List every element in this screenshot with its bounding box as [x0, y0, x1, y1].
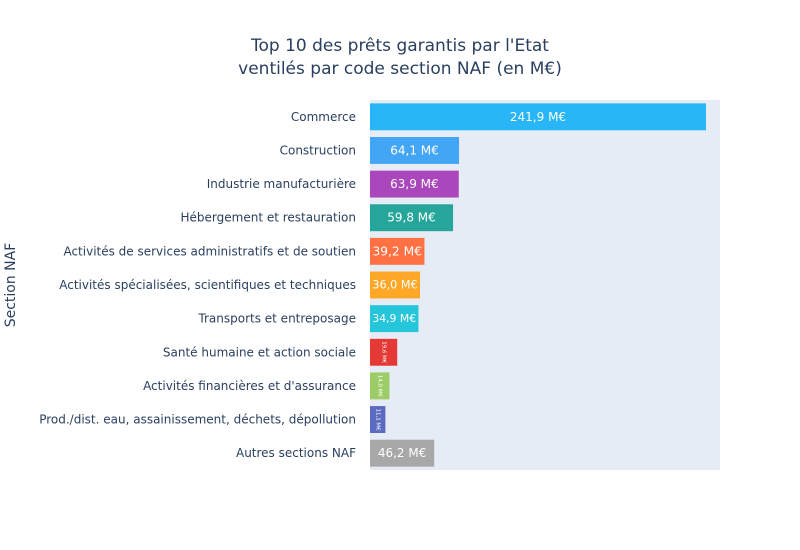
- y-tick-label-1: Construction: [280, 143, 356, 157]
- y-tick-label-0: Commerce: [291, 110, 356, 124]
- chart-subtitle: ventilés par code section NAF (en M€): [238, 59, 562, 79]
- bar-1: [370, 137, 460, 164]
- bar-value-label-0: 241,9 M€: [510, 110, 566, 124]
- bar-7: [370, 338, 398, 366]
- y-tick-label-8: Activités financières et d'assurance: [143, 379, 356, 393]
- bar-value-labels: 241,9 M€ 64,1 M€ 63,9 M€ 59,8 M€ 39,2 M€ 36,0…: [372, 110, 566, 460]
- bar-4: [370, 237, 425, 265]
- y-tick-labels: Commerce Construction Industrie manufactur…: [39, 110, 356, 460]
- y-tick-label-10: Autres sections NAF: [236, 446, 356, 460]
- bar-10: [370, 439, 435, 467]
- y-tick-label-9: Prod./dist. eau, assainissement, déchets…: [39, 413, 356, 427]
- bar-value-label-2: 63,9 M€: [390, 177, 439, 191]
- bar-8: [370, 372, 390, 400]
- y-tick-label-4: Activités de services administratifs et …: [63, 244, 356, 258]
- y-tick-label-2: Industrie manufacturière: [207, 177, 356, 191]
- bar-value-label-5: 36,0 M€: [372, 279, 417, 292]
- bar-value-label-1: 64,1 M€: [390, 143, 439, 157]
- bar-value-label-9: 11,1 M€: [375, 409, 381, 432]
- bar-0: [370, 103, 706, 131]
- bar-value-label-10: 46,2 M€: [378, 446, 427, 460]
- bar-value-label-6: 34,9 M€: [372, 312, 416, 325]
- y-axis-title: Section NAF: [3, 243, 19, 328]
- y-tick-label-3: Hébergement et restauration: [181, 211, 356, 225]
- bar-value-label-3: 59,8 M€: [387, 211, 436, 225]
- bars-group: [370, 103, 706, 467]
- bar-value-label-4: 39,2 M€: [372, 244, 422, 258]
- y-tick-label-5: Activités spécialisées, scientifiques et…: [59, 278, 356, 292]
- y-tick-label-6: Transports et entreposage: [197, 312, 356, 326]
- bar-6: [370, 305, 419, 333]
- bar-value-label-8: 14,0 M€: [377, 375, 383, 398]
- bar-value-label-7: 19,6 M€: [381, 341, 387, 364]
- y-tick-label-7: Santé humaine et action sociale: [163, 345, 356, 359]
- bar-3: [370, 204, 454, 232]
- bar-2: [370, 170, 459, 198]
- chart-title: Top 10 des prêts garantis par l'Etat: [250, 36, 549, 56]
- bar-5: [370, 271, 420, 299]
- bar-9: [370, 406, 386, 433]
